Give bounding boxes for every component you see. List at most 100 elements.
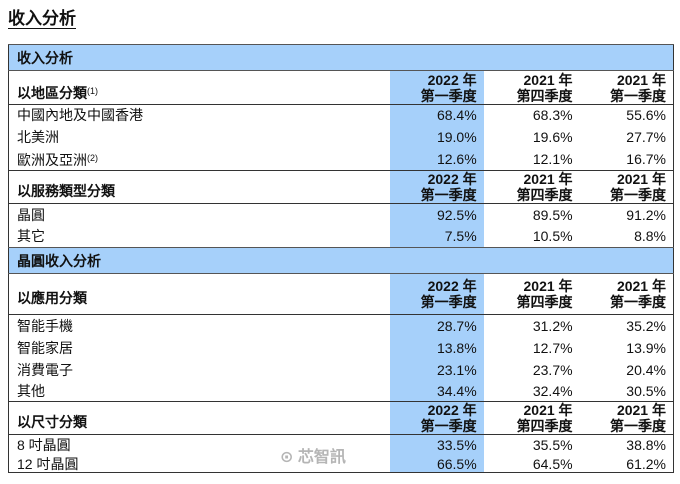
- percent-cell: 12.7%: [532, 339, 573, 356]
- column-header: 2021 年第一季度: [579, 70, 674, 105]
- table-row: 12 吋晶圓 66.5% 64.5% 61.2%: [9, 455, 674, 473]
- group-label-text: 以服務類型分類: [17, 183, 115, 199]
- group-header-row: 以應用分類 2022 年第一季度 2021 年第四季度 2021 年第一季度: [8, 273, 674, 315]
- group-label-text: 以尺寸分類: [17, 414, 87, 430]
- column-quarter: 第四季度: [516, 87, 573, 104]
- percent-cell: 8.8%: [634, 228, 666, 245]
- row-label: 消費電子: [9, 359, 390, 381]
- group-header-row: 以地區分類(1) 2022 年第一季度 2021 年第四季度 2021 年第一季度: [8, 70, 674, 105]
- percent-cell: 33.5%: [389, 434, 484, 456]
- column-header: 2022 年第一季度: [389, 170, 484, 204]
- percent-cell: 68.4%: [389, 104, 484, 126]
- table-row: 中國內地及中國香港 68.4% 68.3% 55.6%: [9, 104, 674, 126]
- section-title: 收入分析: [8, 44, 674, 71]
- row-label-text: 其他: [17, 382, 45, 399]
- percent-cell: 64.5%: [532, 455, 573, 472]
- column-quarter: 第四季度: [516, 418, 573, 434]
- column-quarter: 第一季度: [610, 87, 666, 104]
- column-year: 2021 年: [616, 171, 666, 187]
- percent-cell: 35.5%: [532, 437, 573, 454]
- row-label-text: 其它: [17, 228, 45, 245]
- row-label: 中國內地及中國香港: [9, 105, 390, 126]
- percent-cell: 13.8%: [389, 336, 484, 359]
- group-header-row: 以服務類型分類 2022 年第一季度 2021 年第四季度 2021 年第一季度: [8, 170, 674, 204]
- table-row: 歐洲及亞洲(2) 12.6% 12.1% 16.7%: [9, 147, 674, 171]
- column-quarter: 第四季度: [516, 294, 573, 310]
- row-label-text: 智能手機: [17, 317, 73, 334]
- column-header: 2021 年第四季度: [483, 170, 580, 204]
- row-label-text: 中國內地及中國香港: [17, 107, 143, 124]
- row-label: 智能手機: [9, 315, 390, 337]
- percent-cell: 34.4%: [389, 380, 484, 402]
- row-label-text: 消費電子: [17, 361, 73, 378]
- column-header: 2022 年第一季度: [389, 401, 484, 435]
- column-header: 2022 年第一季度: [389, 273, 484, 315]
- row-label: 晶圓: [9, 204, 390, 226]
- row-label: 12 吋晶圓: [9, 456, 390, 473]
- percent-cell: 13.9%: [626, 339, 666, 356]
- table-row: 晶圓 92.5% 89.5% 91.2%: [9, 203, 674, 226]
- row-label-text: 北美洲: [17, 128, 59, 145]
- column-year: 2021 年: [616, 402, 666, 418]
- percent-cell: 66.5%: [389, 455, 484, 473]
- column-year: 2021 年: [523, 278, 573, 294]
- percent-cell: 20.4%: [626, 361, 666, 378]
- row-label-text: 晶圓: [17, 206, 45, 223]
- column-year: 2021 年: [616, 278, 666, 294]
- percent-cell: 38.8%: [626, 437, 666, 454]
- column-quarter: 第四季度: [516, 187, 573, 203]
- percent-cell: 89.5%: [532, 206, 573, 223]
- column-quarter: 第一季度: [610, 187, 666, 203]
- percent-cell: 91.2%: [626, 206, 666, 223]
- table-row: 其它 7.5% 10.5% 8.8%: [9, 225, 674, 248]
- column-year: 2022 年: [427, 402, 477, 418]
- column-quarter: 第一季度: [420, 87, 477, 104]
- percent-cell: 28.7%: [389, 314, 484, 337]
- group-label: 以應用分類: [8, 273, 390, 315]
- percent-cell: 23.1%: [389, 358, 484, 381]
- percent-cell: 32.4%: [532, 382, 573, 399]
- table-row: 北美洲 19.0% 19.6% 27.7%: [9, 125, 674, 148]
- column-header: 2021 年第一季度: [579, 401, 674, 435]
- group-label: 以地區分類(1): [8, 70, 390, 105]
- percent-cell: 35.2%: [626, 317, 666, 334]
- table-row: 消費電子 23.1% 23.7% 20.4%: [9, 358, 674, 381]
- column-year: 2022 年: [427, 171, 477, 187]
- group-label-text: 以地區分類: [17, 84, 87, 101]
- percent-cell: 19.6%: [532, 128, 573, 145]
- row-label: 智能家居: [9, 337, 390, 359]
- row-label: 其他: [9, 381, 390, 402]
- column-quarter: 第一季度: [610, 294, 666, 310]
- column-year: 2022 年: [427, 278, 477, 294]
- footnote-marker: (2): [87, 152, 98, 163]
- table-row: 智能家居 13.8% 12.7% 13.9%: [9, 336, 674, 359]
- percent-cell: 55.6%: [626, 107, 666, 124]
- column-year: 2021 年: [523, 402, 573, 418]
- percent-cell: 23.7%: [532, 361, 573, 378]
- section-header: 收入分析: [8, 44, 674, 71]
- percent-cell: 30.5%: [626, 382, 666, 399]
- group-label: 以服務類型分類: [8, 170, 390, 204]
- group-header-row: 以尺寸分類 2022 年第一季度 2021 年第四季度 2021 年第一季度: [8, 401, 674, 435]
- page-title: 收入分析: [8, 9, 76, 28]
- table-row: 其他 34.4% 32.4% 30.5%: [9, 380, 674, 402]
- percent-cell: 31.2%: [532, 317, 573, 334]
- column-quarter: 第一季度: [420, 187, 477, 203]
- table-row: 智能手機 28.7% 31.2% 35.2%: [9, 314, 674, 337]
- column-year: 2021 年: [616, 71, 666, 88]
- row-label-text: 8 吋晶圓: [17, 437, 71, 454]
- percent-cell: 92.5%: [389, 203, 484, 226]
- percent-cell: 16.7%: [626, 150, 666, 167]
- percent-cell: 19.0%: [389, 125, 484, 148]
- percent-cell: 7.5%: [389, 225, 484, 248]
- column-quarter: 第一季度: [610, 418, 666, 434]
- percent-cell: 12.6%: [389, 147, 484, 171]
- footnote-marker: (1): [87, 85, 98, 96]
- column-quarter: 第一季度: [420, 418, 477, 434]
- percent-cell: 10.5%: [532, 228, 573, 245]
- column-year: 2021 年: [523, 171, 573, 187]
- table-row: 8 吋晶圓 33.5% 35.5% 38.8%: [9, 434, 674, 456]
- column-header: 2021 年第四季度: [483, 401, 580, 435]
- row-label: 其它: [9, 226, 390, 248]
- group-label: 以尺寸分類: [8, 401, 390, 435]
